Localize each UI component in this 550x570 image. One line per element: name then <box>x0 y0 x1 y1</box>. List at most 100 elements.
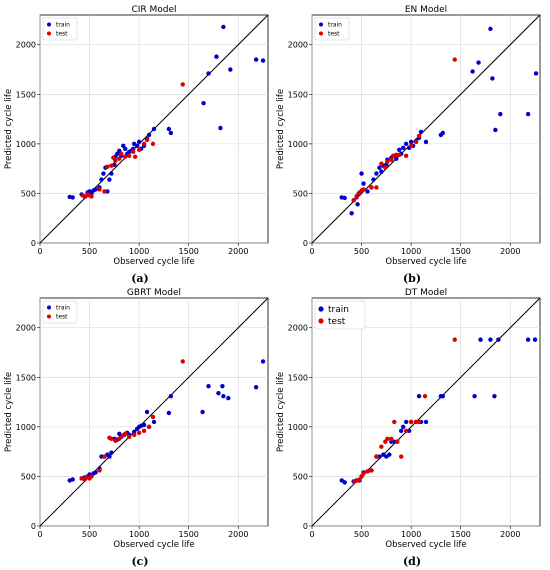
data-point-test <box>102 189 106 193</box>
data-point-train <box>343 196 347 200</box>
data-point-train <box>488 27 492 31</box>
data-point-train <box>470 69 474 73</box>
data-point-train <box>374 171 378 175</box>
x-tick-label: 500 <box>82 530 97 539</box>
data-point-test <box>147 425 151 429</box>
data-point-test <box>409 420 413 424</box>
panel-title: DT Model <box>405 288 447 298</box>
data-point-train <box>472 394 476 398</box>
data-point-train <box>261 359 265 363</box>
data-point-test <box>151 142 155 146</box>
y-tick-label: 0 <box>31 522 36 531</box>
panel-caption: (c) <box>131 555 148 568</box>
data-point-train <box>534 71 538 75</box>
y-tick-label: 2000 <box>16 41 36 50</box>
x-axis-label: Observed cycle life <box>113 540 194 550</box>
legend-marker-test <box>47 32 51 36</box>
data-point-train <box>137 140 141 144</box>
legend-label: test <box>56 314 68 321</box>
data-point-test <box>117 157 121 161</box>
data-point-test <box>399 454 403 458</box>
x-tick-label: 500 <box>82 247 97 256</box>
data-point-test <box>383 165 387 169</box>
panel-caption: (d) <box>403 555 421 568</box>
legend-label: train <box>328 305 349 315</box>
legend-marker-test <box>319 32 323 36</box>
data-point-test <box>361 187 365 191</box>
y-axis-label: Predicted cycle life <box>4 372 14 452</box>
data-point-train <box>441 394 445 398</box>
data-point-test <box>97 468 101 472</box>
data-point-train <box>526 112 530 116</box>
data-point-train <box>101 171 105 175</box>
x-tick-label: 1500 <box>179 247 199 256</box>
y-axis-label: Predicted cycle life <box>276 372 286 452</box>
data-point-train <box>377 165 381 169</box>
legend-marker-train <box>47 23 51 27</box>
data-point-train <box>99 177 103 181</box>
y-tick-label: 0 <box>303 239 308 248</box>
data-point-train <box>169 394 173 398</box>
data-point-test <box>385 437 389 441</box>
data-point-test <box>379 444 383 448</box>
data-point-test <box>417 420 421 424</box>
data-point-train <box>214 54 218 58</box>
data-point-test <box>404 429 408 433</box>
y-tick-label: 0 <box>31 239 36 248</box>
data-point-test <box>374 185 378 189</box>
data-point-train <box>200 410 204 414</box>
data-point-test <box>392 420 396 424</box>
y-tick-label: 1000 <box>16 140 36 149</box>
legend-marker-test <box>47 315 51 319</box>
data-point-test <box>453 57 457 61</box>
y-tick-label: 500 <box>21 472 36 481</box>
data-point-train <box>152 420 156 424</box>
data-point-train <box>261 58 265 62</box>
y-tick-label: 2000 <box>16 324 36 333</box>
data-point-test <box>89 474 93 478</box>
data-point-train <box>221 394 225 398</box>
legend-marker-train <box>47 306 51 310</box>
data-point-train <box>145 410 149 414</box>
data-point-test <box>151 415 155 419</box>
data-point-test <box>414 140 418 144</box>
data-point-train <box>169 131 173 135</box>
y-tick-label: 500 <box>293 472 308 481</box>
legend-marker-test <box>318 318 323 323</box>
x-tick-label: 1500 <box>451 530 471 539</box>
data-point-train <box>371 177 375 181</box>
data-point-test <box>389 158 393 162</box>
x-tick-label: 0 <box>37 247 42 256</box>
data-point-test <box>109 437 113 441</box>
data-point-train <box>226 396 230 400</box>
data-point-train <box>107 177 111 181</box>
data-point-train <box>533 337 537 341</box>
data-point-test <box>181 82 185 86</box>
data-point-train <box>404 420 408 424</box>
x-axis-label: Observed cycle life <box>385 257 466 267</box>
data-point-train <box>496 337 500 341</box>
data-point-train <box>359 171 363 175</box>
data-point-test <box>453 337 457 341</box>
y-tick-label: 1500 <box>16 373 36 382</box>
panel-cir-model: CIR Model 0 500 1000 1500 2000 0 500 1000 1500 20… <box>4 5 268 285</box>
data-point-train <box>493 128 497 132</box>
data-point-train <box>349 211 353 215</box>
legend-label: test <box>328 31 340 38</box>
y-tick-label: 1500 <box>288 373 308 382</box>
data-point-train <box>147 133 151 137</box>
panel-title: CIR Model <box>131 5 176 15</box>
x-tick-label: 0 <box>37 530 42 539</box>
data-point-test <box>374 454 378 458</box>
y-tick-label: 1000 <box>288 423 308 432</box>
data-point-test <box>417 134 421 138</box>
data-point-test <box>127 435 131 439</box>
x-tick-label: 2000 <box>228 530 248 539</box>
y-tick-label: 1000 <box>288 140 308 149</box>
data-point-test <box>109 163 113 167</box>
data-point-train <box>220 384 224 388</box>
data-point-train <box>218 126 222 130</box>
data-point-test <box>133 155 137 159</box>
data-point-test <box>131 150 135 154</box>
data-point-test <box>132 433 136 437</box>
